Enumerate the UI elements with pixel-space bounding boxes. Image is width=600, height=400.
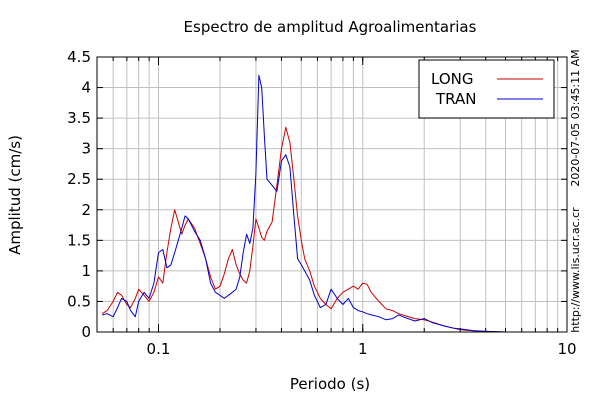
legend-label-tran: TRAN [435, 90, 476, 108]
legend: LONG TRAN [418, 59, 555, 119]
x-tick-label: 0.1 [147, 340, 171, 358]
y-axis-label: Amplitud (cm/s) [6, 135, 24, 255]
x-tick-label: 10 [557, 340, 576, 358]
x-axis-label: Periodo (s) [290, 375, 370, 393]
legend-label-long: LONG [431, 70, 473, 88]
y-tick-label: 3 [81, 140, 91, 158]
series-line-tran [102, 74, 567, 333]
source-url-label: http://www.lis.ucr.ac.cr [569, 207, 582, 333]
y-tick-label: 1.5 [67, 231, 91, 249]
axis-ticks: 0 0.5 1 1.5 2 2.5 3 3.5 4 4.5 0.1 1 10 [67, 48, 576, 358]
y-tick-label: 0.5 [67, 292, 91, 310]
legend-box [418, 59, 555, 119]
y-tick-label: 0 [81, 323, 91, 341]
plot-frame [96, 56, 568, 333]
y-tick-label: 1 [81, 262, 91, 280]
series-layer [101, 74, 567, 333]
series-line-long [101, 126, 567, 333]
y-tick-label: 4 [81, 79, 91, 97]
y-tick-label: 2.5 [67, 170, 91, 188]
x-tick-label: 1 [358, 340, 368, 358]
chart-title: Espectro de amplitud Agroalimentarias [184, 18, 477, 36]
y-tick-label: 4.5 [67, 48, 91, 66]
y-tick-label: 2 [81, 201, 91, 219]
y-tick-label: 3.5 [67, 109, 91, 127]
timestamp-label: 2020-07-05 03:45:11 AM [569, 49, 582, 186]
